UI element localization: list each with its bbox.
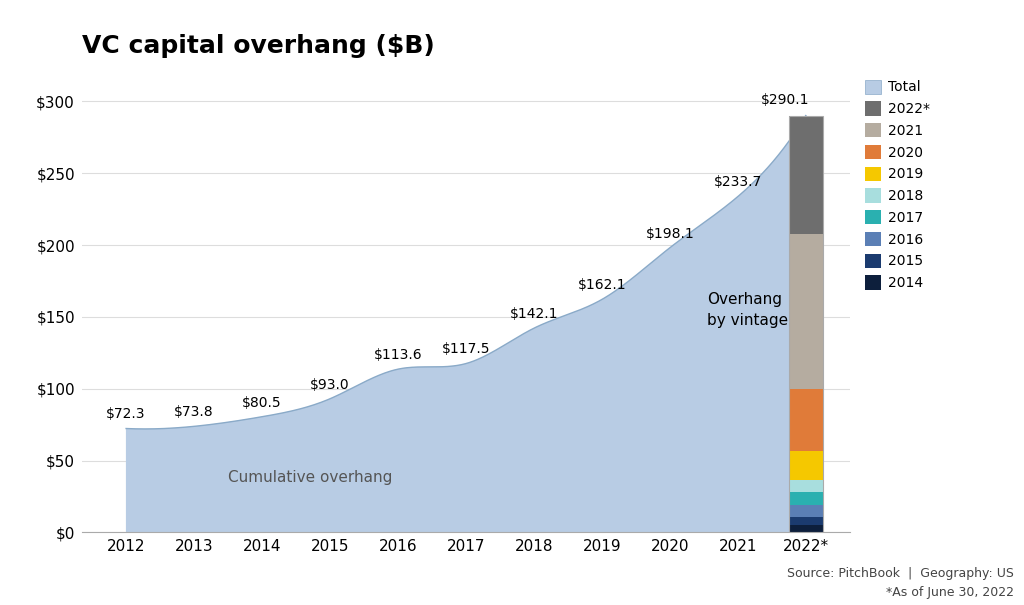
Bar — [788, 116, 822, 234]
Text: $290.1: $290.1 — [761, 93, 810, 107]
Bar — [788, 451, 822, 480]
Bar — [788, 234, 822, 390]
Text: Source: PitchBook  |  Geography: US
*As of June 30, 2022: Source: PitchBook | Geography: US *As of… — [786, 567, 1014, 599]
Text: $80.5: $80.5 — [243, 396, 282, 410]
Bar — [788, 505, 822, 517]
Text: $113.6: $113.6 — [374, 348, 422, 362]
Bar — [788, 390, 822, 451]
Bar — [788, 116, 822, 532]
Text: $233.7: $233.7 — [714, 175, 762, 189]
Text: VC capital overhang ($B): VC capital overhang ($B) — [82, 34, 434, 58]
Legend: Total, 2022*, 2021, 2020, 2019, 2018, 2017, 2016, 2015, 2014: Total, 2022*, 2021, 2020, 2019, 2018, 20… — [864, 79, 930, 290]
Text: $73.8: $73.8 — [174, 405, 214, 419]
Bar — [788, 480, 822, 492]
Text: $72.3: $72.3 — [106, 407, 145, 421]
Text: $93.0: $93.0 — [310, 378, 350, 391]
Text: $142.1: $142.1 — [510, 307, 558, 321]
Text: $162.1: $162.1 — [578, 278, 626, 292]
Bar — [788, 517, 822, 525]
Text: Cumulative overhang: Cumulative overhang — [228, 470, 392, 485]
Text: Overhang
by vintage: Overhang by vintage — [708, 292, 788, 328]
Bar — [788, 525, 822, 532]
Text: $198.1: $198.1 — [645, 226, 694, 241]
Bar — [788, 492, 822, 505]
Text: $117.5: $117.5 — [441, 342, 490, 356]
